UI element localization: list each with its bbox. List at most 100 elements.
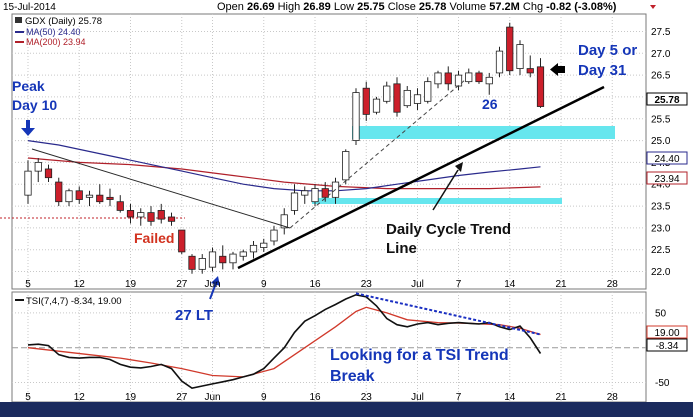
ma50-badge-box <box>646 151 688 165</box>
resistance-band-upper <box>352 126 615 139</box>
candle-body <box>34 162 42 172</box>
candle-body <box>249 244 258 253</box>
lt-arrow-line <box>209 282 217 300</box>
ma50-line <box>27 140 541 192</box>
candle-body <box>260 242 268 248</box>
price-panel-frame <box>11 13 647 290</box>
candle-body <box>403 89 411 107</box>
x-tick-label-tsi: Jul <box>411 392 424 403</box>
candle <box>208 247 217 272</box>
x-tick-label-tsi: 14 <box>504 392 516 403</box>
annot-27-lt: 27 LT <box>175 307 213 324</box>
x-tick-label-tsi: 19 <box>125 392 137 403</box>
candle <box>444 66 452 91</box>
candle-body <box>85 194 94 198</box>
ma200-badge-box <box>646 171 688 185</box>
price-tick-label: 22.5 <box>651 245 671 256</box>
ma50-badge: 24.40 <box>654 154 679 165</box>
x-tick-label-tsi: 27 <box>176 392 188 403</box>
candle <box>434 70 442 89</box>
candle-body <box>65 190 73 203</box>
rally-dashed-line <box>289 79 466 229</box>
tsi-lines <box>27 292 542 389</box>
x-tick-label-tsi: Jun <box>204 392 220 403</box>
x-tick-label: Jun <box>204 279 220 290</box>
legend-price: GDX (Daily) 25.78 <box>25 16 102 27</box>
candle-body <box>393 83 401 113</box>
ma200-line <box>27 157 541 190</box>
candle <box>219 245 227 270</box>
candle-body <box>536 66 545 107</box>
price-tick-label: 23.5 <box>651 202 671 213</box>
candle <box>157 203 165 224</box>
annot-26: 26 <box>482 96 498 112</box>
x-tick-label: 21 <box>555 279 567 290</box>
candle <box>260 238 268 252</box>
candle <box>147 206 155 226</box>
candle-body <box>24 170 32 196</box>
candle-body <box>475 72 483 83</box>
candle-body <box>75 190 83 200</box>
price-tick-label: 27.0 <box>651 49 671 60</box>
candle <box>85 190 94 207</box>
candle <box>188 254 196 274</box>
candle-body <box>465 72 473 83</box>
candle <box>485 72 493 95</box>
candle-body <box>126 210 135 218</box>
x-tick-label: 23 <box>361 279 373 290</box>
x-tick-label: 5 <box>25 279 31 290</box>
annot-day31: Day 31 <box>578 62 626 79</box>
candle <box>270 225 278 246</box>
candle-body <box>311 188 319 203</box>
x-tick-label-tsi: 23 <box>361 392 373 403</box>
candle-body <box>44 168 53 179</box>
candle <box>506 22 514 76</box>
candlesticks <box>24 22 545 274</box>
tsi-signal-badge: 19.00 <box>654 328 679 339</box>
tsi-trend-line <box>355 292 541 336</box>
candle-body <box>188 255 196 270</box>
trend-callout-arrow-icon <box>455 162 463 172</box>
candle <box>413 88 422 111</box>
candle-body <box>239 251 247 257</box>
daily-cycle-trend-line <box>237 85 605 270</box>
candle <box>229 251 237 270</box>
tsi-line <box>27 293 542 389</box>
candle-body <box>506 26 514 72</box>
candle <box>198 254 206 274</box>
candle-body <box>116 201 124 211</box>
candle <box>465 68 473 84</box>
trend-callout-line <box>432 169 459 211</box>
annot-failed: Failed <box>134 230 174 246</box>
candle-body <box>383 85 391 102</box>
price-tick-label: 23.0 <box>651 223 671 234</box>
tsi-value-badge-box <box>646 338 688 352</box>
candle-body <box>495 50 504 74</box>
tsi-tick-label: 50 <box>655 308 667 319</box>
annot-day5: Day 5 or <box>578 42 637 59</box>
candle <box>34 158 42 183</box>
candle-body <box>157 210 165 220</box>
annot-day10: Day 10 <box>12 97 57 113</box>
candle <box>24 160 32 204</box>
footer-bar <box>0 402 693 417</box>
candle-body <box>444 72 452 85</box>
candle <box>403 86 411 108</box>
candle-body <box>526 68 534 74</box>
x-tick-label-tsi: 28 <box>607 392 619 403</box>
candle-body <box>55 181 63 203</box>
candle <box>362 81 370 121</box>
x-tick-label: 16 <box>309 279 321 290</box>
candle <box>311 184 319 207</box>
support-band-lower <box>312 198 562 204</box>
candle-body <box>413 94 422 104</box>
candle <box>126 203 135 224</box>
candle-body <box>178 229 186 253</box>
candle-body <box>219 255 227 264</box>
last-price-badge-box <box>646 92 688 106</box>
tsi-gridlines <box>12 292 646 402</box>
tsi-value-badge: -8.34 <box>656 341 679 352</box>
candle <box>106 188 114 207</box>
legend-tsi: TSI(7,4,7) -8.34, 19.00 <box>26 296 122 307</box>
